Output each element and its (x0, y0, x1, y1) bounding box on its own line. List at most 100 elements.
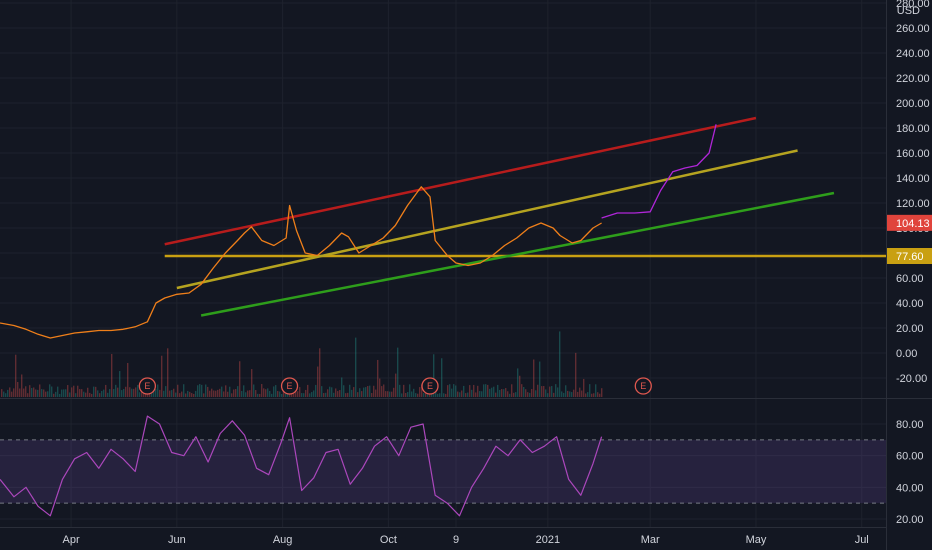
volume-bar (323, 393, 325, 397)
volume-bar (471, 389, 473, 397)
volume-bar (561, 391, 563, 397)
volume-bar (95, 386, 97, 397)
last-price-tag-label: 104.13 (896, 218, 930, 230)
volume-bar (141, 388, 143, 397)
volume-bar (7, 389, 9, 397)
volume-bar (169, 390, 171, 397)
volume-bar (247, 390, 249, 397)
volume-bar (481, 391, 483, 397)
volume-bar (237, 386, 239, 397)
volume-bar (347, 392, 349, 397)
volume-bar (87, 387, 89, 397)
time-tick-label: Apr (63, 534, 80, 546)
volume-bar (387, 391, 389, 397)
volume-bar (485, 384, 487, 397)
volume-bar (449, 384, 451, 397)
volume-bar (417, 393, 419, 397)
volume-bar (407, 392, 409, 397)
volume-bar (443, 393, 445, 397)
volume-bar (305, 389, 307, 397)
volume-bar (45, 391, 47, 397)
volume-bar (315, 384, 317, 397)
volume-bar (139, 392, 141, 397)
volume-bar (219, 388, 221, 397)
rsi-tick-label: 40.00 (896, 482, 924, 494)
volume-bar (555, 384, 557, 397)
volume-bar (59, 393, 61, 397)
volume-bar (593, 393, 595, 397)
volume-bar (111, 353, 113, 397)
trendline[interactable] (164, 116, 757, 246)
volume-bar (373, 385, 375, 397)
earnings-marker[interactable] (421, 377, 439, 395)
volume-bar (513, 392, 515, 397)
volume-bar (329, 386, 331, 397)
volume-bar (395, 373, 397, 397)
volume-bar (469, 385, 471, 397)
volume-bar (115, 384, 117, 397)
volume-bar (371, 393, 373, 397)
volume-bar (227, 391, 229, 397)
volume-bar (517, 368, 519, 397)
volume-bar (309, 393, 311, 397)
price-tick-label: 120.00 (896, 198, 930, 210)
trendline[interactable] (176, 149, 798, 290)
time-tick-label: Aug (273, 534, 293, 546)
volume-bar (57, 386, 59, 397)
volume-bar (187, 390, 189, 397)
earnings-marker-label: E (640, 381, 646, 391)
volume-bar (51, 386, 53, 397)
volume-bar (445, 393, 447, 397)
volume-bar (63, 389, 65, 397)
volume-bar (135, 387, 137, 397)
volume-bar (549, 386, 551, 397)
volume-bar (543, 386, 545, 397)
trendline[interactable] (200, 191, 835, 317)
rsi-band (0, 439, 886, 504)
volume-bar (455, 385, 457, 397)
time-tick-label: Jul (855, 534, 869, 546)
volume-bar (383, 384, 385, 397)
volume-bar (39, 384, 41, 397)
volume-bar (225, 385, 227, 397)
volume-bar (129, 387, 131, 397)
volume-bar (15, 354, 17, 397)
volume-bar (355, 337, 357, 397)
volume-bar (601, 388, 603, 397)
volume-bar (53, 393, 55, 397)
earnings-marker[interactable] (634, 377, 652, 395)
volume-bar (405, 392, 407, 397)
volume-bar (575, 352, 577, 397)
volume-bar (377, 359, 379, 397)
price-tick-label: 0.00 (896, 348, 917, 360)
volume-bar (401, 393, 403, 397)
volume-bar (103, 389, 105, 397)
volume-bar (167, 348, 169, 397)
volume-bar (11, 391, 13, 397)
volume-bar (479, 391, 481, 397)
volume-bar (93, 386, 95, 397)
volume-bar (367, 386, 369, 397)
volume-bar (489, 388, 491, 397)
rsi-line (0, 415, 603, 517)
volume-bar (253, 384, 255, 397)
volume-bar (545, 389, 547, 397)
volume-bar (525, 389, 527, 397)
earnings-marker[interactable] (280, 377, 299, 395)
volume-bar (419, 387, 421, 397)
volume-bar (353, 387, 355, 397)
volume-bar (71, 387, 73, 397)
time-tick-label: Mar (641, 534, 660, 546)
volume-bar (35, 389, 37, 397)
volume-bar (369, 385, 371, 397)
volume-bar (201, 384, 203, 397)
volume-bar (591, 393, 593, 397)
rsi-tick-label: 20.00 (896, 514, 924, 526)
time-tick-label: Oct (380, 534, 397, 546)
rsi-tick-label: 80.00 (896, 419, 924, 431)
volume-bar (313, 390, 315, 397)
earnings-marker[interactable] (138, 377, 157, 395)
volume-bar (131, 388, 133, 397)
price-tags: 77.60 104.13 (887, 214, 932, 264)
